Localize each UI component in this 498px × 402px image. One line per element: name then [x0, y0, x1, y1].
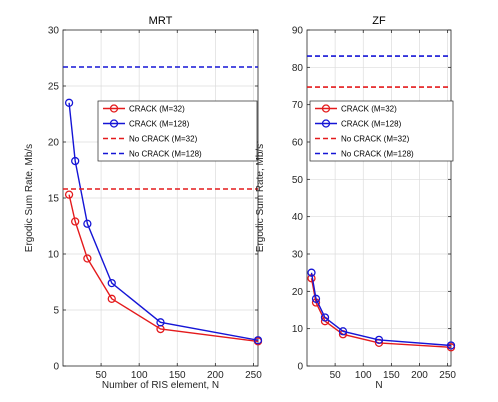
data-point	[253, 336, 263, 345]
y-tick-label: 40	[292, 212, 304, 223]
series-line-1	[68, 194, 259, 343]
y-tick-label: 25	[48, 82, 60, 93]
legend-label: CRACK (M=32)	[129, 105, 185, 114]
y-axis-label: Ergodic Sum Rate, Mb/s	[24, 144, 35, 252]
plot-area	[307, 30, 451, 366]
x-tick-label: 250	[245, 370, 262, 381]
legend-marker	[321, 119, 331, 128]
legend-label: No CRACK (M=32)	[129, 135, 198, 144]
y-tick-label: 20	[292, 287, 304, 298]
y-tick-label: 5	[53, 306, 59, 317]
legend: CRACK (M=32) CRACK (M=128) No CRACK (M=32)…	[97, 100, 258, 162]
data-point	[64, 190, 74, 199]
x-axis-label: Number of RIS element, N	[102, 380, 219, 391]
y-tick-label: 30	[292, 250, 304, 261]
x-tick-label: 150	[169, 370, 186, 381]
x-tick-label: 150	[383, 370, 400, 381]
legend-label: CRACK (M=128)	[129, 120, 190, 129]
x-tick-label: 200	[411, 370, 428, 381]
data-point	[107, 294, 116, 303]
data-point	[338, 327, 348, 336]
legend-box	[97, 100, 258, 162]
data-point	[83, 254, 92, 263]
data-point	[156, 318, 165, 327]
chart-title: MRT	[149, 15, 173, 27]
y-tick-label: 30	[48, 26, 60, 37]
data-point	[107, 278, 116, 288]
x-tick-label: 100	[355, 370, 372, 381]
legend-marker	[109, 119, 119, 128]
x-tick-label: 50	[96, 370, 108, 381]
chart-title: ZF	[372, 15, 386, 27]
data-point	[320, 313, 330, 322]
y-tick-label: 0	[297, 362, 303, 373]
data-point	[83, 219, 92, 228]
data-point	[374, 335, 384, 345]
legend-label: CRACK (M=32)	[341, 105, 397, 114]
axes-box	[306, 29, 452, 367]
legend-marker	[321, 104, 331, 113]
series-line-2	[68, 102, 259, 341]
data-point	[307, 268, 316, 277]
x-tick-label: 250	[439, 370, 456, 381]
legend: CRACK (M=32) CRACK (M=128) No CRACK (M=32)…	[309, 100, 454, 162]
data-point	[311, 294, 321, 303]
legend-label: No CRACK (M=128)	[341, 150, 414, 159]
legend-box	[309, 100, 454, 162]
y-tick-label: 80	[292, 63, 304, 74]
x-tick-label: 200	[207, 370, 224, 381]
y-tick-label: 20	[48, 138, 60, 149]
y-tick-label: 15	[48, 194, 60, 205]
legend-label: CRACK (M=128)	[341, 120, 402, 129]
chart-panel-1: 0 5 10 15 20 25 30 50 100 150 200 250 MRT Number of R…	[24, 15, 262, 391]
legend-label: No CRACK (M=32)	[341, 135, 410, 144]
y-tick-label: 70	[292, 100, 304, 111]
y-tick-label: 60	[292, 138, 304, 149]
x-tick-label: 50	[330, 370, 342, 381]
y-tick-label: 10	[48, 250, 60, 261]
series-line-2	[310, 272, 452, 347]
y-tick-label: 50	[292, 175, 304, 186]
data-point	[71, 217, 80, 226]
x-axis-label: N	[375, 380, 382, 391]
legend-marker	[109, 104, 119, 113]
chart-panel-2: 0 10 20 30 40 50 60 70 80 90 50 100 150 200 250 ZF N Ergo…	[255, 15, 456, 391]
y-tick-label: 90	[292, 26, 304, 37]
legend-label: No CRACK (M=128)	[129, 150, 202, 159]
y-tick-label: 0	[53, 362, 59, 373]
x-tick-label: 100	[131, 370, 148, 381]
data-point	[71, 156, 80, 166]
data-point	[64, 98, 74, 107]
y-axis-label: Ergodic Sum Rate, Mb/s	[255, 144, 266, 252]
y-tick-label: 10	[292, 324, 304, 335]
data-point	[446, 341, 456, 350]
